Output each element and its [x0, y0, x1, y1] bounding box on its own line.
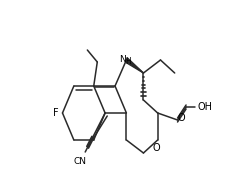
Text: N: N — [119, 56, 126, 65]
Text: F: F — [53, 108, 58, 118]
Text: O: O — [152, 143, 160, 153]
Text: CN: CN — [73, 156, 86, 165]
Text: H: H — [125, 57, 131, 66]
Text: OH: OH — [197, 102, 212, 112]
Text: O: O — [177, 113, 185, 123]
Polygon shape — [125, 58, 144, 73]
